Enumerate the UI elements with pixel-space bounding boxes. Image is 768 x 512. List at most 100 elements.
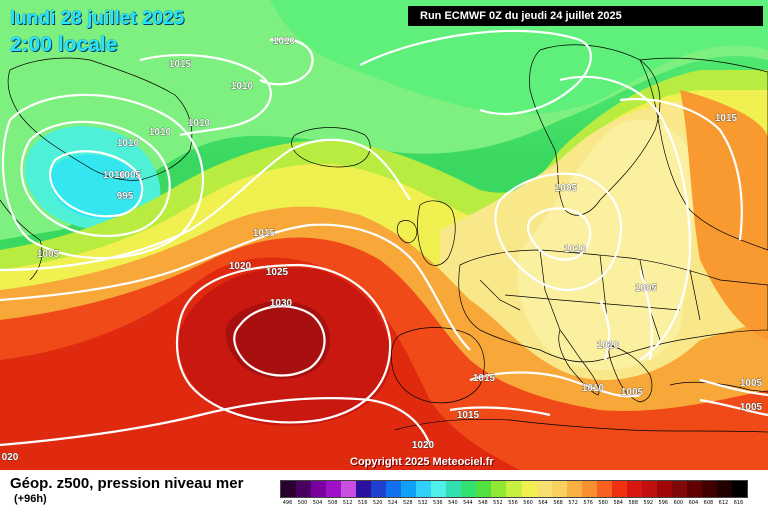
- isobar-label: 1010: [564, 244, 587, 255]
- isobar-label: 1025: [266, 267, 289, 278]
- isobar-label: 1010: [231, 81, 254, 92]
- color-scale-value: 500: [297, 500, 308, 506]
- color-scale-value: 504: [312, 500, 323, 506]
- isobar-label: 1010: [582, 383, 605, 394]
- field-orange-east: [680, 90, 768, 340]
- color-scale-value: 524: [387, 500, 398, 506]
- isobar-label: 020: [2, 452, 19, 463]
- color-scale-swatch: [491, 481, 507, 497]
- color-scale-swatch: [551, 481, 567, 497]
- isobar-label: 1030: [270, 298, 293, 309]
- copyright: Copyright 2025 Meteociel.fr: [350, 456, 494, 468]
- footer: Géop. z500, pression niveau mer (+96h) 4…: [0, 470, 768, 512]
- color-scale-value: 596: [658, 500, 669, 506]
- color-scale-value: 572: [568, 500, 578, 506]
- color-scale-value: 512: [342, 500, 353, 506]
- field-cyan-core: [48, 154, 142, 220]
- color-scale-swatch: [311, 481, 327, 497]
- color-scale-swatch: [386, 481, 402, 497]
- color-scale-swatch: [581, 481, 597, 497]
- isobar-label: 1005: [37, 249, 60, 260]
- isobars: [0, 29, 768, 447]
- color-scale-swatch: [506, 481, 522, 497]
- isobar-label: 995: [117, 191, 134, 202]
- color-scale-swatch: [566, 481, 582, 497]
- color-scale-swatch: [371, 481, 387, 497]
- isobar-label: 1015: [473, 373, 496, 384]
- color-scale-value: 496: [282, 500, 293, 506]
- field-green-north: [270, 0, 768, 115]
- color-scale-swatch: [431, 481, 447, 497]
- color-scale-value: 536: [433, 500, 443, 506]
- color-scale-swatch: [416, 481, 432, 497]
- color-scale-value: 540: [448, 500, 458, 506]
- color-scale-swatch: [671, 481, 687, 497]
- color-scale-value: 532: [418, 500, 428, 506]
- isobar-label: 1005: [555, 183, 578, 194]
- color-scale-swatch: [476, 481, 492, 497]
- color-scale-value: 616: [733, 500, 744, 506]
- color-scale-swatch: [446, 481, 462, 497]
- field-darkest-red: [225, 301, 330, 379]
- color-scale-swatch: [461, 481, 477, 497]
- isobar-label: 1015: [457, 410, 480, 421]
- forecast-date: lundi 28 juillet 2025: [10, 8, 185, 29]
- color-scale-value: 520: [372, 500, 383, 506]
- color-scale-swatch: [611, 481, 627, 497]
- run-info: Run ECMWF 0Z du jeudi 24 juillet 2025: [408, 6, 763, 26]
- color-scale-value: 568: [553, 500, 563, 506]
- isobar-label: 1010: [273, 36, 296, 47]
- color-scale-swatch: [341, 481, 357, 497]
- color-scale-swatch: [701, 481, 717, 497]
- color-scale-swatch: [596, 481, 612, 497]
- isobar-label: 1020: [412, 440, 435, 451]
- color-scale-swatch: [281, 481, 297, 497]
- color-scale-value: 612: [718, 500, 729, 506]
- forecast-time: 2:00 locale: [10, 33, 118, 56]
- weather-map: 1010101510101010101010101005101099510051…: [0, 0, 768, 470]
- footer-subtitle: (+96h): [14, 493, 47, 505]
- color-scale-value: 576: [583, 500, 593, 506]
- isobar-label: 1015: [253, 228, 276, 239]
- isobar-label: 1005: [621, 387, 644, 398]
- color-scale-value: 608: [703, 500, 714, 506]
- color-scale-value: 592: [643, 500, 654, 506]
- isobar-label: 1005: [119, 170, 142, 181]
- color-scale-swatch: [731, 481, 747, 497]
- color-scale-swatch: [716, 481, 732, 497]
- color-scale-value: 564: [538, 500, 548, 506]
- color-scale-value: 588: [628, 500, 639, 506]
- color-scale-swatch: [626, 481, 642, 497]
- footer-title: Géop. z500, pression niveau mer: [10, 475, 244, 492]
- isobar-label: 1010: [597, 340, 620, 351]
- color-scale-value: 560: [523, 500, 533, 506]
- isobar-label: 1010: [149, 127, 172, 138]
- isobar-label: 1010: [117, 138, 140, 149]
- color-scale-swatch: [356, 481, 372, 497]
- isobar-label: 1010: [103, 170, 126, 181]
- color-scale-value: 556: [508, 500, 518, 506]
- isobar-label: 1015: [169, 59, 192, 70]
- color-scale-swatch: [656, 481, 672, 497]
- isobar-label: 1005: [635, 283, 658, 294]
- color-scale-value: 548: [478, 500, 488, 506]
- color-scale-value: 516: [357, 500, 368, 506]
- isobar-label: 1005: [740, 402, 763, 413]
- color-scale-value: 580: [598, 500, 608, 506]
- isobar-labels: 1010101510101010101010101005101099510051…: [1, 36, 763, 464]
- color-scale-value: 600: [673, 500, 684, 506]
- color-scale-value: 552: [493, 500, 503, 506]
- color-scale-labels: 496 500 504 508 512 516 520 524 528 532 536 540 544 5…: [280, 500, 746, 510]
- color-scale-value: 584: [613, 500, 623, 506]
- color-scale-swatch: [401, 481, 417, 497]
- color-scale-swatch: [326, 481, 342, 497]
- color-scale-value: 544: [463, 500, 473, 506]
- color-scale: [280, 480, 748, 498]
- isobar-label: 1020: [229, 261, 252, 272]
- color-scale-value: 528: [402, 500, 413, 506]
- color-scale-swatch: [521, 481, 537, 497]
- color-scale-swatch: [641, 481, 657, 497]
- isobar-label: 1005: [740, 378, 763, 389]
- color-scale-value: 604: [688, 500, 699, 506]
- color-scale-swatch: [536, 481, 552, 497]
